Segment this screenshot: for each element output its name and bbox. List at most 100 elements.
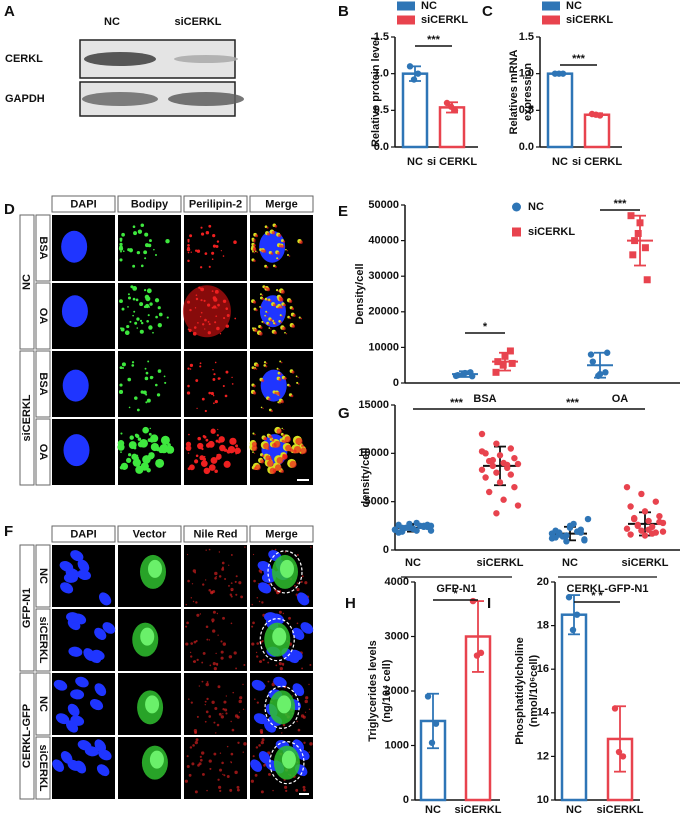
transfected-cell (277, 695, 292, 714)
panel-label: E (338, 203, 348, 220)
nile-red (252, 621, 255, 625)
lipid-droplet (154, 383, 158, 387)
perilipin (253, 259, 256, 263)
nile-red (218, 575, 222, 578)
legend-marker (397, 1, 415, 11)
data-point (656, 512, 663, 520)
lipid-droplet (252, 250, 254, 253)
nucleus (94, 683, 107, 696)
column-header: Bodipy (131, 198, 169, 210)
y-tick-label: 0.5 (519, 104, 534, 116)
panel-label: G (338, 405, 350, 422)
lipid-droplet (119, 366, 123, 370)
data-point (566, 522, 574, 530)
nile-red (186, 764, 190, 769)
perilipin (252, 300, 257, 304)
lipid-droplet (268, 327, 271, 329)
significance-label: * (453, 588, 458, 600)
transfected-cell (281, 750, 296, 769)
nile-red (278, 662, 282, 666)
group-label: CERKL-GFP (21, 704, 33, 768)
perilipin (278, 234, 282, 238)
lipid-droplet (138, 467, 144, 472)
data-point (627, 503, 634, 510)
data-point (611, 705, 619, 712)
lipid-droplet (129, 320, 132, 323)
nile-red (230, 752, 234, 756)
perilipin (279, 402, 281, 405)
nile-red (219, 768, 223, 772)
y-tick-label: 10000 (368, 341, 399, 353)
nile-red (204, 704, 206, 706)
perilipin (271, 442, 277, 448)
perilipin (194, 459, 199, 464)
perilipin (219, 333, 222, 335)
lipid-droplet (265, 310, 268, 313)
nile-red (222, 713, 224, 715)
lipid-droplet (286, 254, 290, 257)
nile-red (250, 779, 254, 783)
x-tick-label: NC (405, 557, 421, 569)
data-point (638, 527, 645, 534)
nile-red (186, 755, 189, 758)
data-point (645, 517, 652, 525)
nile-red (222, 616, 225, 620)
nile-red (254, 773, 258, 777)
perilipin (265, 362, 268, 365)
nile-red (204, 700, 207, 703)
data-point (461, 369, 469, 377)
panel-label: B (338, 3, 349, 20)
y-axis-label: density/cell (360, 448, 372, 508)
lipid-droplet (165, 238, 170, 244)
nucleus (61, 230, 88, 263)
perilipin (208, 391, 212, 395)
nile-red (297, 589, 299, 592)
panel-label: C (482, 3, 493, 20)
perilipin (200, 232, 205, 236)
perilipin (187, 238, 190, 242)
lipid-droplet (136, 408, 140, 412)
lipid-droplet (154, 298, 160, 303)
lipid-droplet (137, 437, 142, 441)
perilipin (206, 468, 211, 473)
perilipin (208, 464, 216, 471)
perilipin (262, 249, 267, 253)
perilipin (261, 379, 265, 383)
data-point (659, 528, 667, 535)
perilipin (277, 258, 280, 261)
nile-red (255, 651, 258, 654)
perilipin (208, 265, 211, 268)
perilipin (216, 240, 220, 243)
row-label-box (35, 608, 51, 672)
perilipin (214, 361, 217, 364)
perilipin (212, 378, 216, 381)
perilipin (207, 320, 210, 323)
nile-red (215, 652, 217, 655)
nile-red (304, 699, 308, 704)
nile-red (211, 620, 214, 623)
nile-red (190, 642, 194, 645)
nile-red (221, 761, 224, 765)
perilipin (235, 452, 237, 455)
lipid-droplet (144, 376, 149, 381)
lipid-droplet (145, 371, 149, 375)
perilipin (254, 433, 256, 436)
lipid-droplet (140, 223, 145, 227)
nile-red (220, 656, 224, 660)
perilipin (211, 251, 215, 255)
lipid-droplet (276, 367, 279, 370)
lipid-droplet (119, 383, 123, 387)
perilipin (210, 456, 218, 464)
perilipin (279, 298, 283, 301)
perilipin (189, 234, 193, 238)
data-point (629, 251, 637, 259)
nucleus (77, 559, 90, 573)
perilipin (288, 255, 291, 257)
lipid-droplet (158, 312, 163, 317)
nile-red (231, 728, 235, 732)
perilipin (292, 449, 297, 454)
data-point (406, 63, 414, 70)
nile-red (226, 775, 230, 778)
band (82, 92, 158, 106)
nile-red (256, 642, 260, 645)
